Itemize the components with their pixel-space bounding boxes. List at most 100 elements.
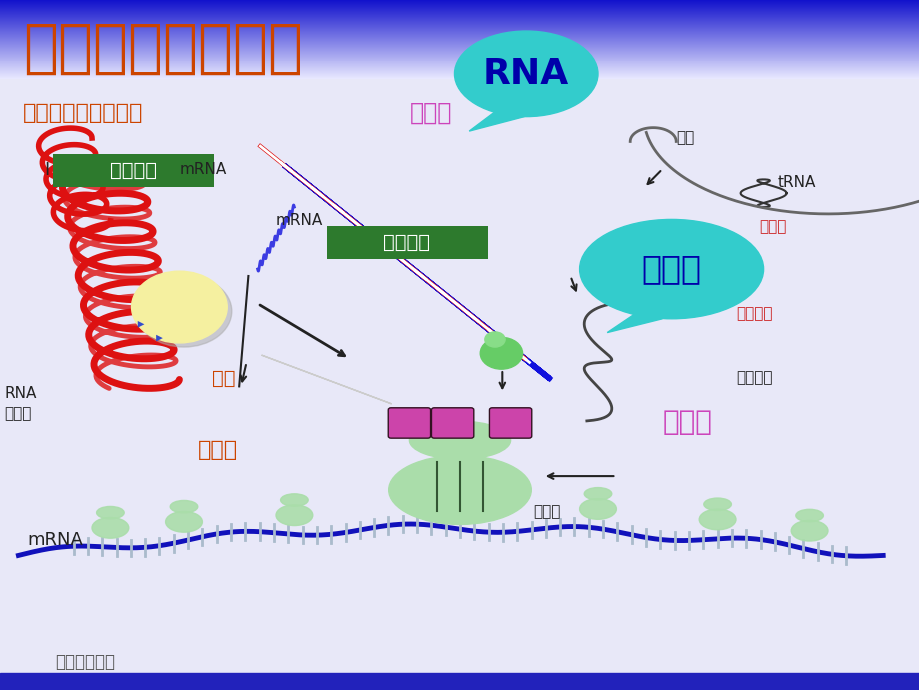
Bar — [0, 9, 919, 10]
Text: 蛋白质: 蛋白质 — [641, 253, 701, 286]
Bar — [0, 30, 919, 31]
Ellipse shape — [698, 509, 735, 530]
Text: 细胞核: 细胞核 — [409, 101, 451, 125]
Bar — [0, 24, 919, 25]
Bar — [0, 11, 919, 12]
Bar — [0, 72, 919, 73]
Ellipse shape — [389, 455, 531, 524]
Text: mRNA: mRNA — [179, 162, 226, 177]
Bar — [0, 13, 919, 14]
Bar — [0, 3, 919, 4]
Bar — [0, 48, 919, 50]
Polygon shape — [469, 110, 524, 131]
Bar — [0, 38, 919, 39]
Text: 氨基酸: 氨基酸 — [758, 219, 786, 234]
Bar — [0, 34, 919, 36]
FancyBboxPatch shape — [388, 408, 430, 438]
Ellipse shape — [276, 505, 312, 526]
Ellipse shape — [579, 219, 763, 319]
Ellipse shape — [790, 520, 827, 541]
Text: mRNA: mRNA — [28, 531, 84, 549]
Bar — [0, 22, 919, 23]
Bar — [0, 26, 919, 27]
Bar — [0, 66, 919, 68]
Bar — [0, 73, 919, 75]
Bar — [0, 40, 919, 41]
Circle shape — [480, 337, 522, 369]
Polygon shape — [607, 314, 662, 333]
Bar — [0, 70, 919, 72]
Bar — [0, 20, 919, 21]
Ellipse shape — [795, 509, 823, 522]
Ellipse shape — [579, 499, 616, 520]
Bar — [0, 41, 919, 43]
Bar — [0, 8, 919, 9]
Bar — [0, 31, 919, 32]
Bar — [0, 63, 919, 64]
Bar — [0, 6, 919, 7]
Bar — [0, 79, 919, 673]
Polygon shape — [261, 355, 391, 404]
Text: mRNA: mRNA — [276, 213, 323, 228]
Bar — [0, 64, 919, 66]
Bar — [0, 29, 919, 30]
Text: 细胞质: 细胞质 — [662, 408, 711, 436]
Text: 反密码子: 反密码子 — [735, 306, 772, 322]
FancyBboxPatch shape — [326, 226, 487, 259]
Ellipse shape — [92, 518, 129, 538]
Bar — [0, 50, 919, 52]
Bar — [0, 61, 919, 63]
Ellipse shape — [703, 498, 731, 511]
Text: 蛋白质合成图: 蛋白质合成图 — [55, 653, 115, 671]
Bar — [0, 673, 919, 690]
Ellipse shape — [280, 494, 308, 506]
Bar — [0, 75, 919, 77]
Bar — [0, 2, 919, 3]
Text: RNA: RNA — [482, 57, 569, 91]
Bar — [0, 15, 919, 16]
Bar — [0, 77, 919, 79]
Circle shape — [131, 271, 227, 343]
Bar — [0, 54, 919, 55]
Bar — [0, 52, 919, 54]
Text: RNA: RNA — [5, 386, 37, 401]
Bar — [0, 25, 919, 26]
Text: 遗传信息的传递方向: 遗传信息的传递方向 — [23, 104, 143, 123]
Ellipse shape — [454, 31, 597, 117]
Bar — [0, 1, 919, 2]
Bar — [0, 37, 919, 38]
Bar — [0, 0, 919, 1]
Ellipse shape — [170, 500, 198, 513]
Bar — [0, 28, 919, 29]
Ellipse shape — [165, 511, 202, 532]
Bar — [0, 17, 919, 18]
Bar — [0, 36, 919, 37]
Bar — [0, 56, 919, 57]
Bar — [0, 14, 919, 15]
Text: 核膜: 核膜 — [675, 130, 694, 146]
Bar — [0, 32, 919, 34]
FancyBboxPatch shape — [489, 408, 531, 438]
Ellipse shape — [409, 421, 510, 460]
Bar — [0, 21, 919, 22]
Text: 密码子: 密码子 — [198, 440, 238, 460]
Bar — [0, 27, 919, 28]
Circle shape — [484, 332, 505, 347]
Text: 核糖体: 核糖体 — [533, 504, 561, 520]
Ellipse shape — [584, 488, 611, 500]
FancyBboxPatch shape — [53, 154, 214, 187]
Text: tRNA: tRNA — [777, 175, 815, 190]
Bar — [0, 19, 919, 20]
FancyBboxPatch shape — [431, 408, 473, 438]
Ellipse shape — [96, 506, 124, 519]
Text: 聚合酶: 聚合酶 — [5, 406, 32, 422]
Bar — [0, 47, 919, 48]
Text: 核孔: 核孔 — [211, 368, 235, 388]
Bar — [0, 68, 919, 70]
Bar — [0, 43, 919, 45]
Bar — [0, 5, 919, 6]
Text: 遗传信息: 遗传信息 — [109, 161, 157, 180]
Text: 蛋白质链: 蛋白质链 — [735, 370, 772, 385]
Bar — [0, 16, 919, 17]
Bar — [0, 12, 919, 13]
